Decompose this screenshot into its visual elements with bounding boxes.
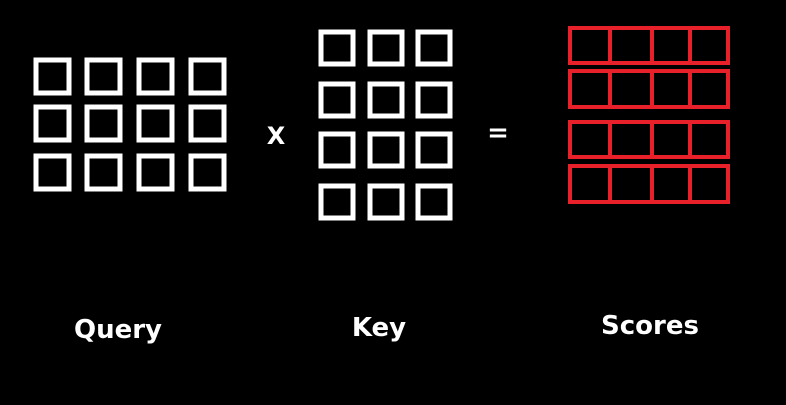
scores-cell [650, 164, 692, 204]
query-cell [33, 153, 72, 192]
scores-cell [688, 26, 730, 65]
key-cell [415, 29, 453, 67]
query-cell [188, 104, 227, 143]
key-label: Key [351, 313, 407, 343]
scores-cell [608, 69, 654, 109]
query-cell [84, 153, 123, 192]
scores-cell [650, 69, 692, 109]
query-cell [136, 57, 175, 96]
multiply-operator: X [266, 122, 286, 150]
query-cell [136, 104, 175, 143]
query-cell [84, 104, 123, 143]
key-cell [415, 183, 453, 221]
scores-cell [650, 26, 692, 65]
key-cell [367, 81, 405, 119]
scores-label: Scores [601, 311, 699, 341]
scores-cell [608, 26, 654, 65]
query-cell [33, 57, 72, 96]
scores-cell [608, 164, 654, 204]
query-cell [84, 57, 123, 96]
key-cell [318, 183, 356, 221]
query-label: Query [73, 315, 163, 345]
key-cell [367, 29, 405, 67]
scores-matrix [568, 26, 730, 204]
query-cell [188, 57, 227, 96]
scores-cell [688, 120, 730, 159]
scores-cell [608, 120, 654, 159]
key-cell [367, 131, 405, 169]
scores-cell [650, 120, 692, 159]
key-cell [367, 183, 405, 221]
scores-cell [568, 26, 612, 65]
query-cell [136, 153, 175, 192]
key-cell [318, 131, 356, 169]
scores-cell [568, 120, 612, 159]
query-matrix [33, 57, 227, 192]
scores-cell [568, 69, 612, 109]
query-cell [33, 104, 72, 143]
equals-operator: = [487, 118, 509, 148]
scores-cell [688, 164, 730, 204]
key-matrix [318, 29, 453, 221]
key-cell [415, 81, 453, 119]
scores-cell [568, 164, 612, 204]
key-cell [318, 81, 356, 119]
key-cell [318, 29, 356, 67]
key-cell [415, 131, 453, 169]
scores-cell [688, 69, 730, 109]
query-cell [188, 153, 227, 192]
